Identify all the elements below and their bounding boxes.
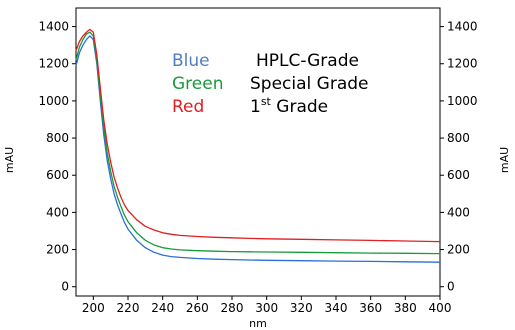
- x-tick-label: 360: [359, 301, 382, 315]
- legend-grade-first: 1st Grade: [250, 95, 328, 117]
- y-tick-label-left: 1000: [38, 94, 69, 108]
- y-tick-label-left: 1400: [38, 20, 69, 34]
- x-tick-label: 280: [221, 301, 244, 315]
- x-tick-label: 300: [255, 301, 278, 315]
- x-tick-label: 340: [325, 301, 348, 315]
- x-tick-label: 260: [186, 301, 209, 315]
- legend-grade-hplc: HPLC-Grade: [256, 51, 359, 71]
- y-tick-label-right: 200: [447, 243, 470, 257]
- x-tick-label: 320: [290, 301, 313, 315]
- legend-grade-first-num: 1: [250, 97, 261, 117]
- y-tick-label-right: 0: [447, 280, 455, 294]
- y-tick-label-left: 800: [46, 131, 69, 145]
- y-tick-label-right: 1400: [447, 20, 478, 34]
- x-tick-label: 200: [82, 301, 105, 315]
- y-tick-label-right: 1200: [447, 57, 478, 71]
- y-tick-label-left: 0: [61, 280, 69, 294]
- y-tick-label-left: 1200: [38, 57, 69, 71]
- legend-color-blue: Blue: [172, 51, 210, 71]
- x-tick-label: 240: [151, 301, 174, 315]
- y-tick-label-right: 800: [447, 131, 470, 145]
- legend-color-red: Red: [172, 97, 204, 117]
- y-tick-label-left: 400: [46, 205, 69, 219]
- y-tick-label-left: 600: [46, 168, 69, 182]
- series-lines: [75, 28, 441, 263]
- y-tick-label-left: 200: [46, 243, 69, 257]
- x-tick-label: 220: [117, 301, 140, 315]
- legend-grade-first-sup: st: [261, 95, 272, 108]
- legend: Blue HPLC-Grade Green Special Grade Red …: [172, 51, 369, 117]
- axis-ticks: 200 220 240 260 280 300 320 340 360 380 400 0 0 200 20…: [38, 20, 477, 315]
- x-tick-label: 380: [394, 301, 417, 315]
- x-axis-label: nm: [249, 317, 267, 330]
- y-axis-label-left: mAU: [3, 147, 16, 173]
- x-tick-label: 400: [429, 301, 452, 315]
- y-tick-label-right: 400: [447, 205, 470, 219]
- legend-color-green: Green: [172, 74, 223, 94]
- y-tick-label-right: 600: [447, 168, 470, 182]
- series-line-2: [75, 28, 441, 243]
- y-tick-label-right: 1000: [447, 94, 478, 108]
- legend-grade-special: Special Grade: [250, 74, 369, 94]
- y-axis-label-right: mAU: [498, 147, 511, 173]
- plot-frame: [75, 7, 441, 297]
- legend-grade-first-tail: Grade: [271, 97, 328, 117]
